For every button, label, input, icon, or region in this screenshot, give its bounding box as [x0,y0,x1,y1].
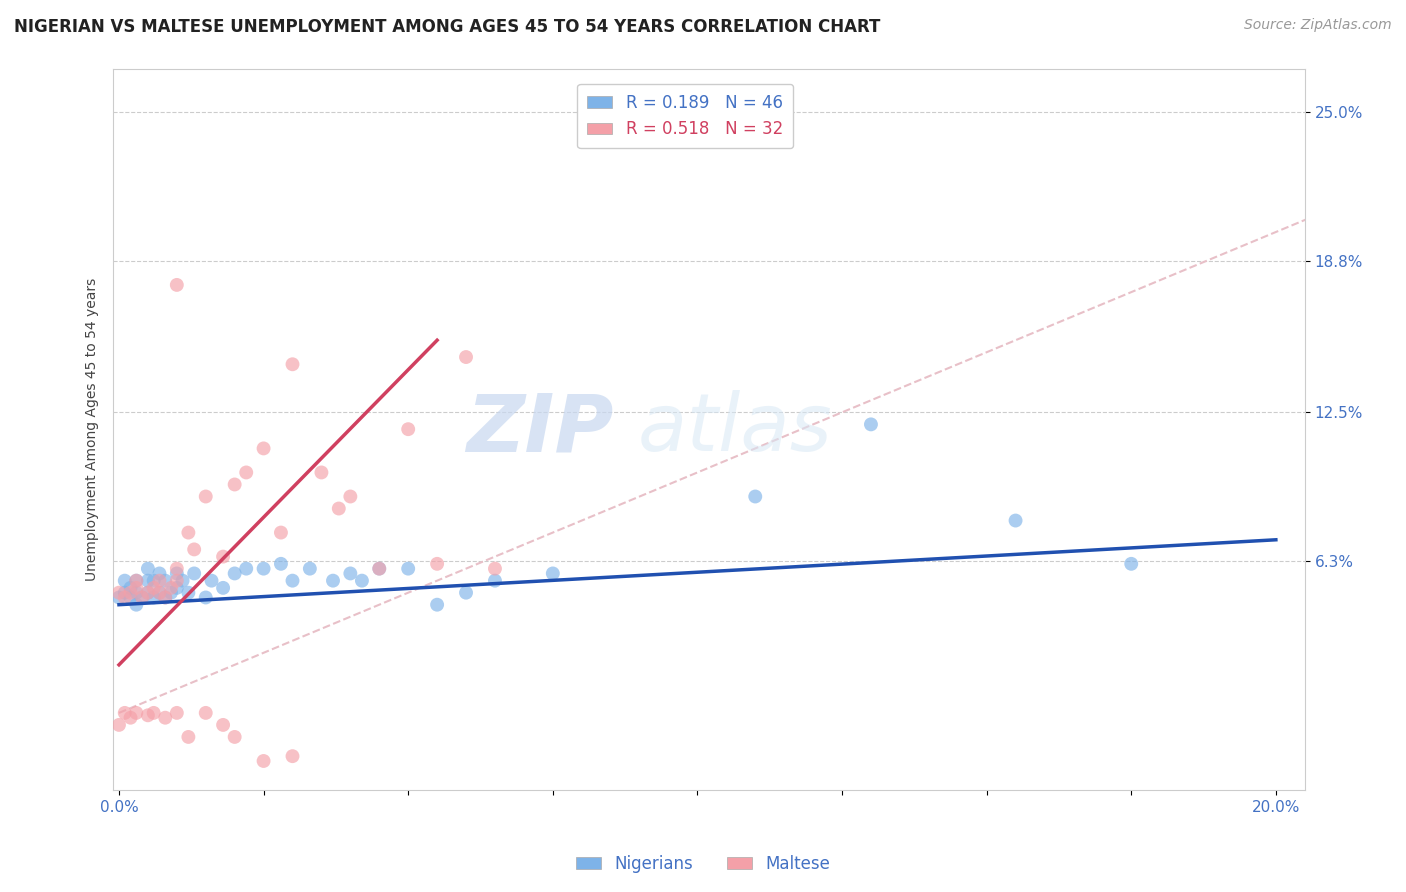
Point [125,574,148,588]
Text: Source: ZipAtlas.com: Source: ZipAtlas.com [1244,18,1392,32]
Point [224,730,246,744]
Point [744,490,766,504]
Point [281,749,304,764]
Point [155,591,177,605]
Point [166,706,188,720]
Point [298,561,321,575]
Point [328,501,350,516]
Point [114,585,136,599]
Point [131,591,153,605]
Point [136,585,159,599]
Point [270,557,292,571]
Legend: R = 0.189   N = 46, R = 0.518   N = 32: R = 0.189 N = 46, R = 0.518 N = 32 [578,84,793,148]
Point [194,490,217,504]
Point [224,477,246,491]
Point [166,561,188,575]
Text: ZIP: ZIP [467,390,613,468]
Point [155,574,177,588]
Point [166,581,188,595]
Point [484,561,506,575]
Point [120,585,142,599]
Point [148,574,170,588]
Point [212,549,235,564]
Point [252,442,274,456]
Point [148,585,170,599]
Point [148,566,170,581]
Point [125,598,148,612]
Point [339,566,361,581]
Point [235,561,257,575]
Point [252,754,274,768]
Point [200,574,222,588]
Point [396,561,419,575]
Point [177,525,200,540]
Point [136,574,159,588]
Legend: Nigerians, Maltese: Nigerians, Maltese [569,848,837,880]
Point [426,557,449,571]
Point [114,591,136,605]
Point [368,561,391,575]
Point [108,591,131,605]
Point [311,466,333,480]
Point [148,585,170,599]
Point [108,585,131,599]
Point [252,561,274,575]
Point [281,574,304,588]
Point [177,730,200,744]
Point [454,585,477,599]
Point [125,581,148,595]
Point [142,591,165,605]
Point [541,566,564,581]
Point [1004,514,1026,528]
Point [194,706,217,720]
Point [183,566,205,581]
Point [235,466,257,480]
Point [120,591,142,605]
Text: NIGERIAN VS MALTESE UNEMPLOYMENT AMONG AGES 45 TO 54 YEARS CORRELATION CHART: NIGERIAN VS MALTESE UNEMPLOYMENT AMONG A… [14,18,880,36]
Point [368,561,391,575]
Point [125,585,148,599]
Point [166,566,188,581]
Point [114,706,136,720]
Point [224,566,246,581]
Point [270,525,292,540]
Point [322,574,344,588]
Point [166,277,188,292]
Point [155,711,177,725]
Point [136,561,159,575]
Point [426,598,449,612]
Point [172,574,194,588]
Point [212,581,235,595]
Point [142,574,165,588]
Point [859,417,882,432]
Point [142,706,165,720]
Point [160,581,183,595]
Point [350,574,373,588]
Point [339,490,361,504]
Point [177,585,200,599]
Point [1121,557,1143,571]
Point [166,574,188,588]
Point [155,591,177,605]
Point [136,585,159,599]
Point [136,708,159,723]
Point [125,706,148,720]
Point [114,574,136,588]
Point [281,357,304,371]
Point [142,581,165,595]
Text: atlas: atlas [637,390,832,468]
Point [120,581,142,595]
Point [454,350,477,364]
Point [396,422,419,436]
Point [194,591,217,605]
Point [108,718,131,732]
Point [131,591,153,605]
Point [160,585,183,599]
Point [484,574,506,588]
Point [125,574,148,588]
Point [212,718,235,732]
Point [183,542,205,557]
Point [120,711,142,725]
Y-axis label: Unemployment Among Ages 45 to 54 years: Unemployment Among Ages 45 to 54 years [86,277,100,581]
